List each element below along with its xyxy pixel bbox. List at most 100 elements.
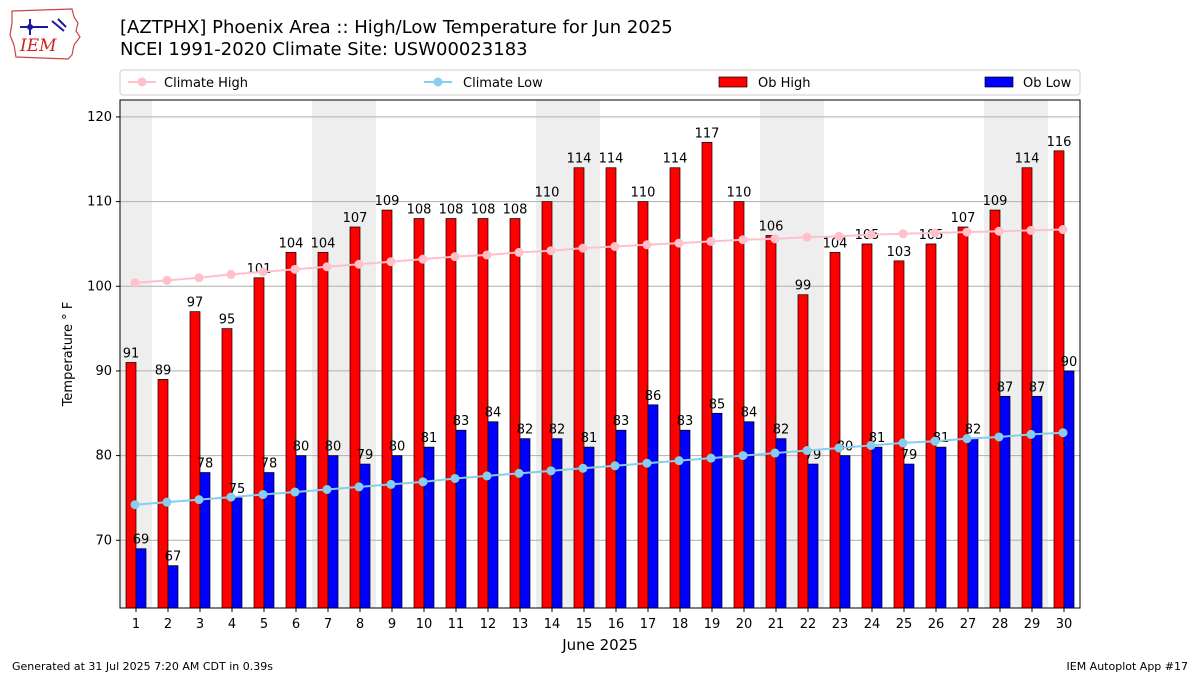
ob-low-value-label: 87 — [1029, 380, 1046, 395]
ob-low-bar — [199, 472, 211, 609]
ob-high-value-label: 110 — [631, 186, 656, 201]
x-tick-label: 10 — [416, 617, 433, 632]
climate-low-point — [1026, 429, 1036, 439]
climate-high-point — [130, 278, 140, 288]
ob-low-bar — [231, 497, 243, 609]
ob-low-value-label: 84 — [485, 406, 502, 421]
climate-high-point — [962, 227, 972, 237]
ob-low-bar — [807, 463, 819, 609]
ob-high-value-label: 114 — [663, 152, 688, 167]
x-axis-label: June 2025 — [561, 636, 638, 654]
x-tick-label: 24 — [864, 617, 881, 632]
climate-low-point — [898, 438, 908, 448]
footer-generated: Generated at 31 Jul 2025 7:20 AM CDT in … — [12, 660, 273, 673]
climate-low-point — [802, 446, 812, 456]
ob-high-bar — [573, 167, 585, 609]
climate-high-point — [738, 235, 748, 245]
ob-high-value-label: 114 — [599, 152, 624, 167]
ob-high-value-label: 108 — [503, 203, 528, 218]
ob-high-value-label: 106 — [759, 219, 784, 234]
ob-high-bar — [285, 252, 297, 609]
x-tick-label: 8 — [356, 617, 364, 632]
climate-low-point — [866, 440, 876, 450]
ob-high-value-label: 105 — [919, 228, 944, 243]
climate-low-point — [482, 471, 492, 481]
ob-low-bar — [455, 429, 467, 609]
ob-high-value-label: 108 — [407, 203, 432, 218]
x-tick-label: 2 — [164, 617, 172, 632]
x-tick-label: 22 — [800, 617, 817, 632]
title-line-1: [AZTPHX] Phoenix Area :: High/Low Temper… — [120, 17, 673, 38]
ob-low-bar — [903, 463, 915, 609]
x-tick-label: 12 — [480, 617, 497, 632]
ob-high-value-label: 104 — [279, 236, 304, 251]
y-tick-label: 100 — [87, 279, 112, 294]
ob-high-value-label: 117 — [695, 126, 720, 141]
ob-high-value-label: 95 — [219, 313, 236, 328]
chart-title: [AZTPHX] Phoenix Area :: High/Low Temper… — [120, 17, 673, 61]
ob-low-value-label: 82 — [773, 423, 790, 438]
ob-low-bar — [967, 438, 979, 609]
climate-high-point — [866, 230, 876, 240]
ob-high-bar — [509, 218, 521, 609]
climate-low-point — [386, 479, 396, 489]
climate-low-point — [130, 500, 140, 510]
ob-high-bar — [701, 141, 713, 609]
ob-high-bar — [925, 243, 937, 609]
ob-low-value-label: 82 — [517, 423, 534, 438]
climate-high-point — [1058, 225, 1068, 235]
climate-high-point — [482, 250, 492, 260]
ob-low-value-label: 86 — [645, 389, 662, 404]
climate-low-point — [738, 451, 748, 461]
ob-high-value-label: 114 — [567, 152, 592, 167]
climate-high-point — [610, 241, 620, 251]
title-line-2: NCEI 1991-2020 Climate Site: USW00023183 — [120, 39, 528, 60]
ob-low-bar — [743, 421, 755, 609]
ob-low-bar — [1031, 395, 1043, 609]
legend-climate-high-marker — [137, 77, 147, 87]
x-tick-label: 16 — [608, 617, 625, 632]
x-tick-label: 15 — [576, 617, 593, 632]
x-tick-label: 11 — [448, 617, 465, 632]
climate-high-point — [322, 262, 332, 272]
x-tick-label: 1 — [132, 617, 140, 632]
ob-high-value-label: 97 — [187, 296, 204, 311]
plot-frame — [119, 99, 1081, 609]
climate-low-point — [290, 487, 300, 497]
climate-low-point — [194, 495, 204, 505]
ob-low-bar — [135, 548, 147, 609]
ob-low-bar — [839, 455, 851, 609]
ob-high-bar — [829, 252, 841, 609]
ob-low-value-label: 69 — [133, 533, 150, 548]
ob-high-bar — [253, 277, 265, 609]
ob-low-value-label: 87 — [997, 380, 1014, 395]
climate-low-line — [134, 431, 1064, 506]
climate-low-point — [322, 484, 332, 494]
ob-low-bar — [327, 455, 339, 609]
ob-high-bar — [605, 167, 617, 609]
ob-high-bar — [157, 379, 169, 609]
ob-high-value-label: 104 — [311, 236, 336, 251]
ob-low-bar — [391, 455, 403, 609]
y-tick-label: 110 — [87, 195, 112, 210]
climate-low-point — [930, 436, 940, 446]
climate-high-point — [770, 234, 780, 244]
climate-high-point — [642, 240, 652, 250]
ob-high-value-label: 89 — [155, 363, 172, 378]
climate-low-point — [162, 497, 172, 507]
ob-low-bar — [775, 438, 787, 609]
climate-high-point — [898, 229, 908, 239]
ob-low-bar — [1063, 370, 1075, 609]
ob-high-bar — [541, 201, 553, 609]
ob-low-value-label: 90 — [1061, 355, 1078, 370]
climate-high-point — [418, 254, 428, 264]
ob-low-value-label: 79 — [901, 448, 918, 463]
climate-high-point — [258, 267, 268, 277]
ob-low-value-label: 78 — [197, 457, 214, 472]
ob-high-bar — [637, 201, 649, 609]
ob-high-value-label: 99 — [795, 279, 812, 294]
y-tick-label: 80 — [95, 449, 112, 464]
ob-low-bar — [871, 446, 883, 609]
x-tick-label: 7 — [324, 617, 332, 632]
ob-low-bar — [423, 446, 435, 609]
